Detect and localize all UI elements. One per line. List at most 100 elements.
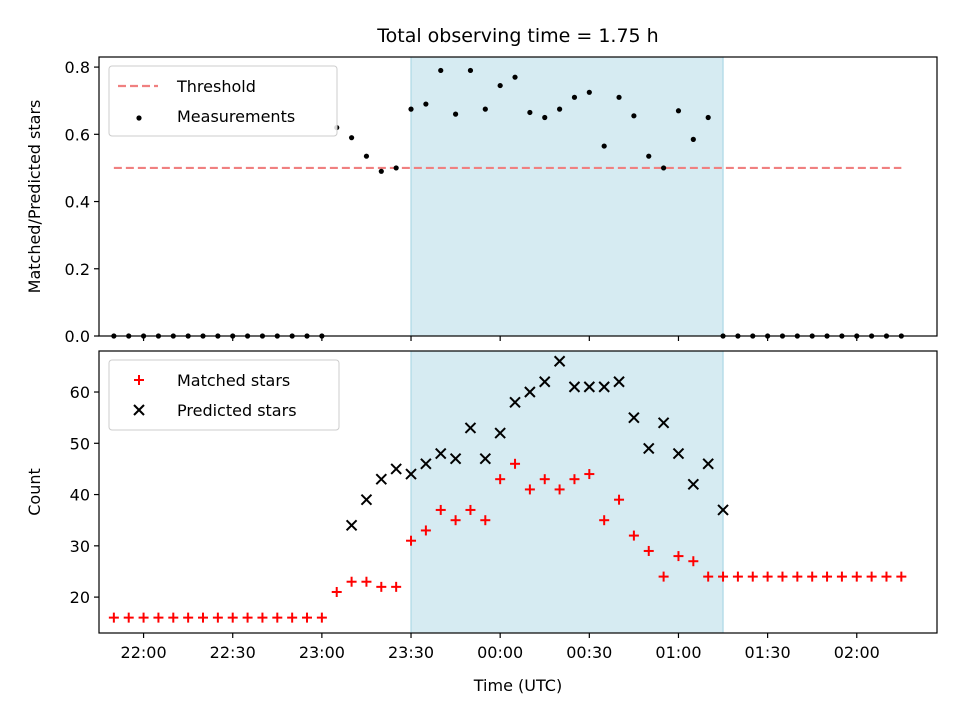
predicted-stars-point <box>420 458 432 470</box>
predicted-stars-point <box>375 473 388 485</box>
predicted-marker-b <box>687 478 700 491</box>
x-tick-label: 01:00 <box>655 643 701 662</box>
predicted-marker-b <box>435 447 447 460</box>
matched-stars-point <box>406 535 417 546</box>
measurement-point <box>423 101 429 107</box>
predicted-stars-point <box>702 458 714 470</box>
measurement-point <box>408 106 414 112</box>
x-tick-label: 02:00 <box>834 643 880 662</box>
predicted-stars-point <box>405 468 417 480</box>
matched-stars-point <box>153 612 164 623</box>
matched-stars-point <box>792 571 803 582</box>
measurement-point <box>690 136 696 142</box>
matched-stars-point <box>480 515 491 526</box>
measurement-point <box>646 153 652 159</box>
panel-ratio: 0.0 0.2 0.4 0.6 0.8 Matched/Predicted stars Th… <box>25 56 938 346</box>
plot-frame <box>98 350 938 634</box>
matched-stars-point <box>881 571 892 582</box>
matched-stars-point <box>732 571 743 582</box>
x-tick-label: 23:00 <box>299 643 345 662</box>
predicted-marker-b <box>568 381 581 393</box>
predicted-marker-b <box>524 386 536 398</box>
matched-stars-point <box>554 484 565 495</box>
y-tick-label: 20 <box>70 588 90 607</box>
matched-stars-point <box>807 571 818 582</box>
matched-stars-point <box>673 551 684 562</box>
predicted-stars-point <box>345 519 358 532</box>
measurement-point <box>571 94 578 100</box>
y-tick-label: 0.8 <box>65 58 90 77</box>
predicted-stars-point <box>553 355 566 367</box>
predicted-stars-point <box>464 422 477 434</box>
matched-stars-point <box>391 581 402 592</box>
matched-stars-point <box>242 612 253 623</box>
matched-stars-point <box>287 612 298 623</box>
x-tick-label: 00:30 <box>566 643 612 662</box>
measurement-point <box>557 106 563 112</box>
measurement-point <box>363 153 370 159</box>
measurement-point <box>378 168 384 174</box>
matched-stars-point <box>183 612 194 623</box>
predicted-stars-point <box>509 396 521 408</box>
legend-label: Predicted stars <box>177 401 297 420</box>
predicted-stars-point <box>628 411 640 424</box>
predicted-stars-point <box>613 376 625 388</box>
predicted-stars-point <box>583 381 596 393</box>
predicted-stars-point <box>479 452 492 465</box>
matched-stars-point <box>227 612 238 623</box>
y-tick-label: 0.2 <box>65 260 90 279</box>
y-tick-label: 0.6 <box>65 125 90 144</box>
y-axis-label: Count <box>25 468 44 516</box>
y-tick-label: 0.0 <box>65 327 90 346</box>
predicted-marker-b <box>598 381 610 393</box>
matched-stars-point <box>420 525 431 536</box>
matched-stars-point <box>316 612 327 623</box>
matched-stars-point <box>718 571 729 582</box>
matched-stars-point <box>361 576 372 587</box>
predicted-marker-b <box>464 422 477 434</box>
matched-stars-point <box>198 612 209 623</box>
legend: Matched stars Predicted stars <box>108 359 340 431</box>
predicted-marker-b <box>583 381 596 393</box>
matched-stars-point <box>703 571 714 582</box>
measurement-point <box>452 111 459 117</box>
matched-stars-point <box>272 612 283 623</box>
matched-stars-point <box>658 571 669 582</box>
predicted-marker-b <box>509 396 521 408</box>
matched-stars-point <box>495 474 506 485</box>
predicted-stars-point <box>539 376 551 388</box>
matched-stars-point <box>762 571 773 582</box>
predicted-marker-b <box>390 463 402 475</box>
legend-box <box>108 65 338 137</box>
x-axis-label: Time (UTC) <box>473 676 562 695</box>
legend: Threshold Measurements <box>108 65 338 137</box>
measurement-point <box>467 67 474 74</box>
predicted-marker-b <box>494 427 506 439</box>
predicted-stars-point <box>687 478 700 491</box>
predicted-marker-b <box>702 458 714 470</box>
predicted-stars-point <box>360 493 373 506</box>
matched-stars-point <box>569 474 580 485</box>
predicted-stars-point <box>717 504 729 516</box>
measurement-point <box>631 113 637 119</box>
matched-stars-point <box>836 571 847 582</box>
measurement-point <box>438 67 444 74</box>
predicted-marker-b <box>657 417 670 429</box>
matched-stars-point <box>138 612 149 623</box>
y-tick-label: 60 <box>70 383 90 402</box>
predicted-stars-point <box>568 381 581 393</box>
matched-stars-point <box>851 571 862 582</box>
matched-stars-point <box>599 515 610 526</box>
measurement-point <box>527 109 533 116</box>
measurement-point <box>675 108 682 114</box>
predicted-marker-b <box>643 442 655 455</box>
matched-stars-point <box>331 586 342 597</box>
x-tick-label: 01:30 <box>745 643 791 662</box>
legend-label: Measurements <box>177 107 295 126</box>
matched-stars-point <box>866 571 877 582</box>
predicted-marker-b <box>375 473 388 485</box>
measurement-point <box>616 94 622 100</box>
predicted-stars-point <box>657 417 670 429</box>
predicted-marker-b <box>539 376 551 388</box>
chart-title: Total observing time = 1.75 h <box>376 25 658 47</box>
